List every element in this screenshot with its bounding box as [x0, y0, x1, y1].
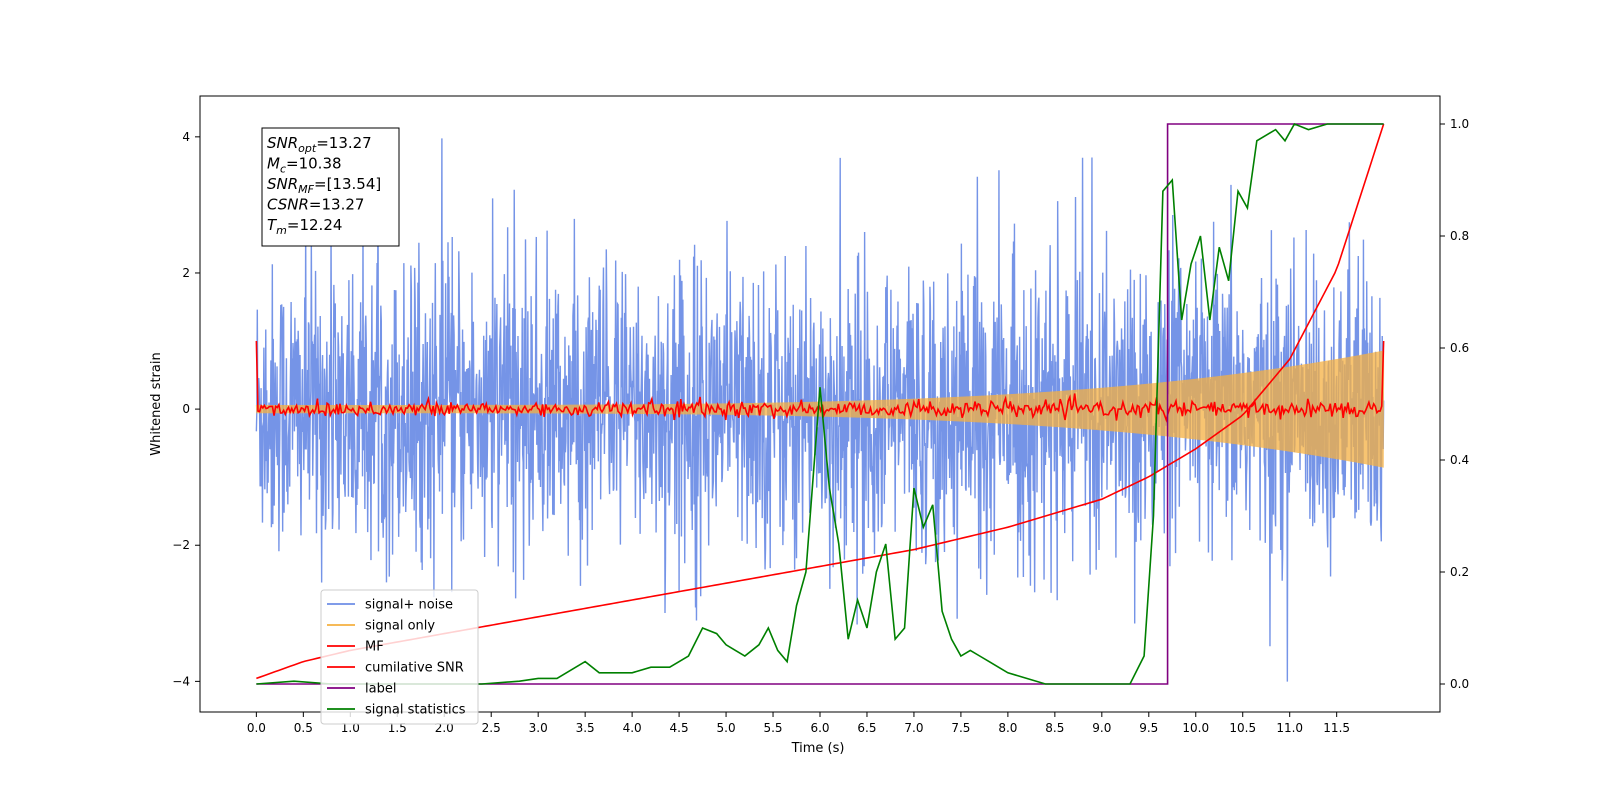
x-tick-label: 3.0	[529, 721, 548, 735]
series-mf-line	[255, 341, 1385, 423]
y-right-tick-label: 0.4	[1450, 453, 1469, 467]
x-tick-label: 4.0	[623, 721, 642, 735]
x-tick-label: 5.5	[763, 721, 782, 735]
x-tick-label: 7.5	[951, 721, 970, 735]
legend-entry-label: signal+ noise	[365, 598, 453, 613]
y-right-tick-label: 1.0	[1450, 117, 1469, 131]
stats-value: =10.38	[286, 155, 342, 173]
x-tick-label: 9.5	[1139, 721, 1158, 735]
x-tick-label: 0.0	[247, 721, 266, 735]
y-right-tick-label: 0.0	[1450, 677, 1469, 691]
legend-entry-label: label	[365, 682, 396, 697]
x-tick-label: 11.5	[1323, 721, 1350, 735]
x-tick-label: 11.0	[1276, 721, 1303, 735]
stats-textbox: SNRopt=13.27Mc=10.38SNRMF=[13.54]CSNR=13…	[261, 127, 400, 247]
legend-frame	[320, 589, 479, 725]
x-tick-label: 4.5	[670, 721, 689, 735]
x-tick-label: 6.5	[857, 721, 876, 735]
x-tick-label: 6.0	[810, 721, 829, 735]
stats-value: =[13.54]	[314, 175, 381, 193]
stats-symbol: SNR	[267, 175, 298, 193]
series-label-line	[256, 123, 1384, 685]
stats-subscript: MF	[298, 183, 314, 196]
stats-subscript: opt	[298, 142, 317, 155]
stats-symbol: SNR	[267, 134, 298, 152]
y-tick-label: 4	[182, 130, 190, 144]
series-signal-noise-line	[255, 136, 1385, 682]
x-tick-label: 8.0	[998, 721, 1017, 735]
legend: signal+ noise signal only MF cumilative SNR…	[320, 589, 479, 725]
stats-textbox-line: SNRopt=13.27	[267, 134, 372, 155]
stats-symbol: M	[267, 155, 280, 173]
y-tick-label: 2	[182, 266, 190, 280]
y-tick-label: 0	[182, 402, 190, 416]
stats-subscript: c	[280, 163, 286, 176]
y-right-tick-label: 0.6	[1450, 341, 1469, 355]
stats-textbox-line: Mc=10.38	[267, 155, 342, 176]
legend-entry-label: cumilative SNR	[365, 661, 464, 676]
stats-value: =13.27	[309, 196, 365, 214]
stats-symbol: CSNR	[267, 196, 309, 214]
y-right-tick-label: 0.2	[1450, 565, 1469, 579]
x-tick-label: 5.0	[717, 721, 736, 735]
x-tick-label: 10.0	[1182, 721, 1209, 735]
x-tick-label: 8.5	[1045, 721, 1064, 735]
x-axis-label: Time (s)	[791, 741, 845, 756]
x-tick-label: 2.5	[482, 721, 501, 735]
x-tick-label: 0.5	[294, 721, 313, 735]
y-right-tick-label: 0.8	[1450, 229, 1469, 243]
legend-entry-label: signal only	[365, 619, 435, 634]
series-signal-statistics-line	[256, 122, 1384, 685]
stats-subscript: m	[276, 224, 287, 237]
series-signal-only-line	[255, 350, 1385, 468]
x-tick-label: 3.5	[576, 721, 595, 735]
stats-symbol: T	[267, 216, 278, 234]
y-axis-label: Whitened strain	[149, 352, 164, 455]
stats-textbox-line: Tm=12.24	[267, 216, 342, 237]
stats-textbox-frame	[261, 127, 400, 247]
y-tick-label: −2	[172, 538, 190, 552]
legend-entry-label: MF	[365, 640, 384, 655]
stats-value: =13.27	[316, 134, 372, 152]
stats-textbox-line: SNRMF=[13.54]	[267, 175, 381, 196]
stats-textbox-line: CSNR=13.27	[267, 196, 364, 214]
y-tick-label: −4	[172, 674, 190, 688]
stats-value: =12.24	[287, 216, 343, 234]
legend-entry-label: signal statistics	[365, 703, 466, 718]
x-tick-label: 9.0	[1092, 721, 1111, 735]
x-tick-label: 7.0	[904, 721, 923, 735]
x-tick-label: 10.5	[1229, 721, 1256, 735]
